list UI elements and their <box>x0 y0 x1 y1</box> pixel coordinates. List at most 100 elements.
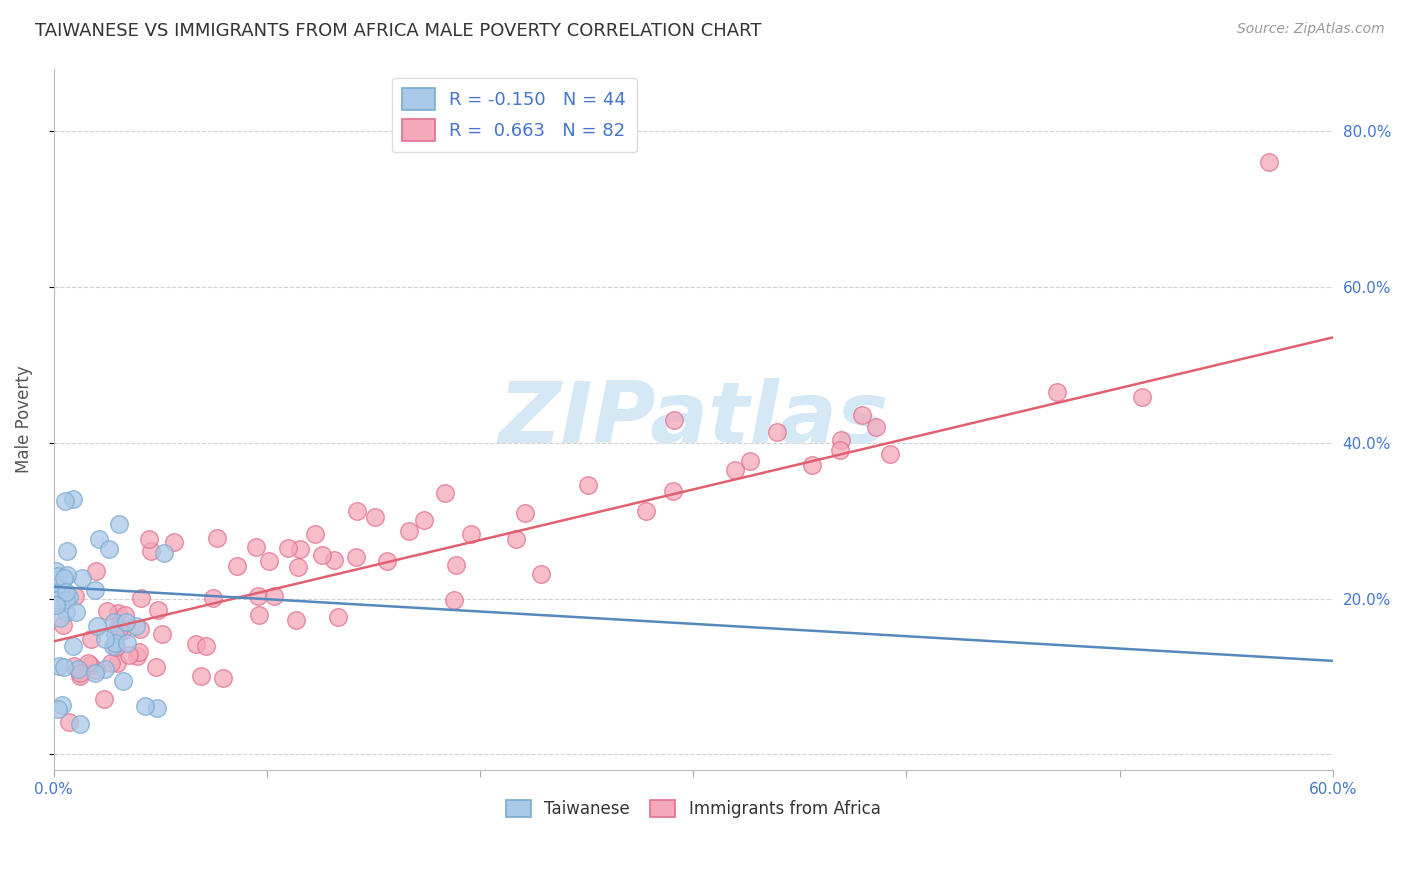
Point <box>65 605 87 619</box>
Point <box>724 463 747 477</box>
Point <box>146 602 169 616</box>
Point <box>111 624 134 638</box>
Point <box>89 532 111 546</box>
Point <box>62 639 84 653</box>
Point <box>801 458 824 472</box>
Point <box>290 541 312 556</box>
Point <box>58 590 80 604</box>
Point <box>851 408 873 422</box>
Point <box>287 560 309 574</box>
Point <box>45 564 67 578</box>
Point <box>63 658 86 673</box>
Point <box>83 665 105 680</box>
Point <box>100 656 122 670</box>
Point <box>146 701 169 715</box>
Point <box>55 585 77 599</box>
Point <box>94 632 117 646</box>
Point <box>69 666 91 681</box>
Point <box>205 531 228 545</box>
Point <box>662 484 685 499</box>
Point <box>129 591 152 605</box>
Point <box>830 443 852 458</box>
Point <box>129 622 152 636</box>
Point <box>134 699 156 714</box>
Point <box>62 491 84 506</box>
Point <box>107 619 129 633</box>
Point <box>186 637 208 651</box>
Point <box>117 636 139 650</box>
Point <box>375 553 398 567</box>
Text: ZIPatlas: ZIPatlas <box>498 377 889 461</box>
Point <box>48 659 70 673</box>
Point <box>112 673 135 688</box>
Point <box>45 590 67 604</box>
Point <box>364 510 387 524</box>
Point <box>128 645 150 659</box>
Point <box>105 656 128 670</box>
Point <box>56 567 79 582</box>
Point <box>118 648 141 662</box>
Point <box>80 632 103 647</box>
Point <box>101 639 124 653</box>
Point <box>69 669 91 683</box>
Y-axis label: Male Poverty: Male Poverty <box>15 366 32 473</box>
Point <box>51 698 73 712</box>
Point <box>108 517 131 532</box>
Point <box>107 607 129 621</box>
Point <box>45 584 67 599</box>
Point <box>346 504 368 518</box>
Point <box>304 526 326 541</box>
Point <box>634 504 657 518</box>
Point <box>84 663 107 677</box>
Point <box>76 656 98 670</box>
Point <box>664 413 686 427</box>
Point <box>245 540 267 554</box>
Point <box>69 716 91 731</box>
Point <box>150 626 173 640</box>
Point <box>86 618 108 632</box>
Point <box>505 532 527 546</box>
Point <box>322 553 344 567</box>
Point <box>56 544 79 558</box>
Point <box>52 571 75 585</box>
Point <box>97 541 120 556</box>
Point <box>247 608 270 623</box>
Point <box>513 506 536 520</box>
Point <box>70 571 93 585</box>
Point <box>53 660 76 674</box>
Point <box>190 669 212 683</box>
Point <box>879 447 901 461</box>
Point <box>153 546 176 560</box>
Point <box>127 649 149 664</box>
Text: Source: ZipAtlas.com: Source: ZipAtlas.com <box>1237 22 1385 37</box>
Point <box>52 618 75 632</box>
Point <box>311 548 333 562</box>
Point <box>766 425 789 439</box>
Point <box>107 622 129 636</box>
Legend: Taiwanese, Immigrants from Africa: Taiwanese, Immigrants from Africa <box>499 793 887 825</box>
Point <box>433 485 456 500</box>
Point <box>83 583 105 598</box>
Point <box>212 671 235 685</box>
Point <box>830 434 852 448</box>
Point <box>277 541 299 555</box>
Point <box>48 610 70 624</box>
Point <box>125 618 148 632</box>
Point <box>576 477 599 491</box>
Point <box>139 544 162 558</box>
Point <box>55 592 77 607</box>
Point <box>114 607 136 622</box>
Point <box>285 613 308 627</box>
Point <box>93 692 115 706</box>
Point <box>413 513 436 527</box>
Point <box>225 559 247 574</box>
Point <box>1130 390 1153 404</box>
Point <box>201 591 224 605</box>
Point <box>63 589 86 603</box>
Point <box>96 604 118 618</box>
Point <box>53 494 76 508</box>
Text: TAIWANESE VS IMMIGRANTS FROM AFRICA MALE POVERTY CORRELATION CHART: TAIWANESE VS IMMIGRANTS FROM AFRICA MALE… <box>35 22 762 40</box>
Point <box>66 662 89 676</box>
Point <box>195 639 218 653</box>
Point <box>263 589 285 603</box>
